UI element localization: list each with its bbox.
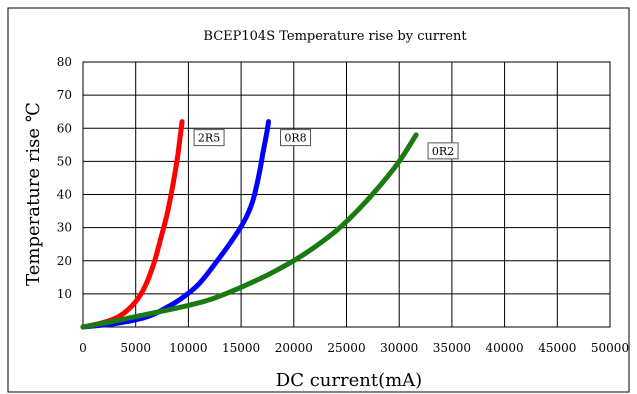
series-tag-label: 2R5 — [198, 132, 220, 145]
series-tag-box — [427, 142, 459, 160]
series-tag-box — [193, 129, 225, 147]
series-lines — [80, 119, 419, 330]
series-tag-0r2: 0R2 — [427, 142, 459, 160]
y-tick-label: 10 — [57, 287, 72, 301]
y-axis-title: Temperature rise ℃ — [23, 102, 44, 286]
series-tag-label: 0R8 — [284, 132, 306, 145]
x-tick-label: 15000 — [222, 341, 260, 355]
series-line-2r5 — [80, 119, 185, 330]
x-tick-label: 5000 — [120, 341, 151, 355]
x-axis-title: DC current(mA) — [276, 370, 422, 391]
y-tick-label: 20 — [57, 254, 72, 268]
x-tick-label: 45000 — [538, 341, 576, 355]
series-line-0r2 — [80, 132, 419, 330]
x-tick-label: 35000 — [433, 341, 471, 355]
x-tick-label: 0 — [79, 341, 87, 355]
series-tag-0r8: 0R8 — [280, 129, 312, 147]
x-tick-label: 20000 — [275, 341, 313, 355]
outer-frame — [7, 7, 630, 393]
plot-frame — [82, 61, 611, 328]
y-tick-label: 70 — [57, 88, 72, 102]
x-tick-label: 10000 — [169, 341, 207, 355]
y-tick-label: 50 — [57, 154, 72, 168]
chart-title: BCEP104S Temperature rise by current — [203, 29, 467, 44]
y-tick-label: 30 — [57, 221, 72, 235]
x-tick-label: 50000 — [591, 341, 629, 355]
series-tag-box — [280, 129, 312, 147]
series-tag-label: 0R2 — [432, 145, 454, 158]
x-tick-label: 40000 — [486, 341, 524, 355]
series-tags: 2R5 0R8 0R2 — [193, 129, 459, 160]
y-tick-label: 60 — [57, 121, 72, 135]
y-tick-label: 40 — [57, 188, 72, 202]
series-tag-2r5: 2R5 — [193, 129, 225, 147]
tick-labels: 0 5000 10000 15000 20000 25000 30000 35000 40000… — [57, 55, 629, 355]
x-tick-label: 30000 — [380, 341, 418, 355]
x-tick-label: 25000 — [327, 341, 365, 355]
y-tick-label: 80 — [57, 55, 72, 69]
